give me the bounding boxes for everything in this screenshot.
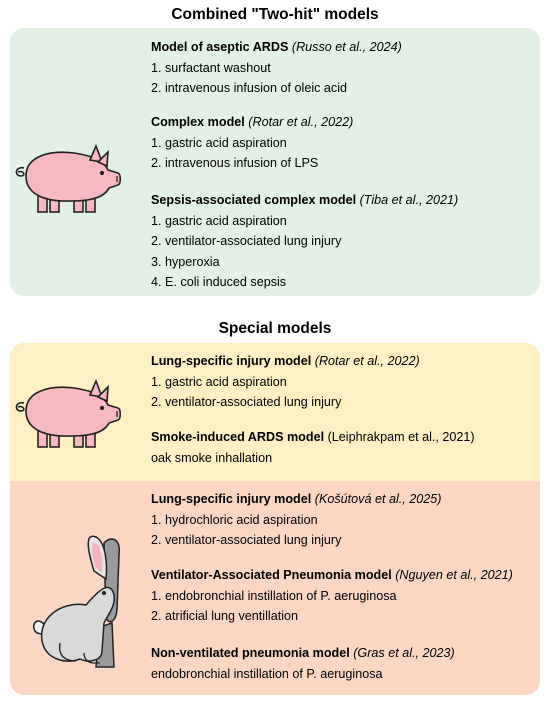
model-name: Non-ventilated pneumonia model xyxy=(151,646,350,660)
model-aseptic-ards: Model of aseptic ARDS (Russo et al., 202… xyxy=(151,37,402,99)
model-step: 3. hyperoxia xyxy=(151,254,220,269)
citation: (Gras et al., 2023) xyxy=(353,646,455,660)
model-name: Lung-specific injury model xyxy=(151,492,312,506)
model-step: 1. hydrochloric acid aspiration xyxy=(151,512,318,527)
special-models-title: Special models xyxy=(218,320,332,337)
model-step: 2. ventilator-associated lung injury xyxy=(151,533,342,547)
model-lung-specific-pig: Lung-specific injury model (Rotar et al.… xyxy=(151,351,420,413)
model-step: 2. intravenous infusion of oleic acid xyxy=(151,81,348,95)
model-name: Smoke-induced ARDS model xyxy=(151,430,325,444)
rabbit-icon xyxy=(32,535,121,668)
model-ventilator-associated-pneumonia: Ventilator-Associated Pneumonia model (N… xyxy=(151,565,513,627)
model-step: oak smoke inhallation xyxy=(151,450,273,465)
combined-models-panel: Model of aseptic ARDS (Russo et al., 202… xyxy=(10,28,540,296)
model-step: 1. endobronchial instillation of P. aeru… xyxy=(151,588,397,603)
citation: (Leiphrakpam et al., 2021) xyxy=(327,430,475,444)
citation: (Košútová et al., 2025) xyxy=(314,492,442,506)
pig-icon xyxy=(15,143,122,213)
model-step: endobronchial instillation of P. aerugin… xyxy=(151,666,383,681)
model-step: 4. E. coli induced sepsis xyxy=(151,275,287,289)
model-step: 2. intravenous infusion of LPS xyxy=(151,156,319,170)
model-non-ventilated-pneumonia: Non-ventilated pneumonia model (Gras et … xyxy=(151,643,455,684)
special-models-panel: Lung-specific injury model (Rotar et al.… xyxy=(10,343,540,695)
model-smoke-induced: Smoke-induced ARDS model (Leiphrakpam et… xyxy=(151,427,475,468)
model-step: 1. gastric acid aspiration xyxy=(151,213,287,228)
model-name: Model of aseptic ARDS xyxy=(151,40,289,54)
model-name: Ventilator-Associated Pneumonia model xyxy=(151,568,392,582)
model-step: 2. atrificial lung ventillation xyxy=(151,609,299,623)
combined-models-title: Combined "Two-hit" models xyxy=(171,6,379,23)
model-name: Sepsis-associated complex model xyxy=(151,193,357,207)
citation: (Rotar et al., 2022) xyxy=(314,354,420,368)
model-step: 1. gastric acid aspiration xyxy=(151,135,287,150)
model-step: 1. gastric acid aspiration xyxy=(151,374,287,389)
citation: (Rotar et al., 2022) xyxy=(248,115,354,129)
citation: (Nguyen et al., 2021) xyxy=(395,568,513,582)
rabbit-models-panel: Lung-specific injury model (Košútová et … xyxy=(10,481,540,695)
model-sepsis-associated: Sepsis-associated complex model (Tiba et… xyxy=(151,190,458,293)
model-name: Lung-specific injury model xyxy=(151,354,312,368)
model-step: 2. ventilator-associated lung injury xyxy=(151,395,342,409)
pig-models-panel: Lung-specific injury model (Rotar et al.… xyxy=(10,343,540,481)
model-lung-specific-rabbit: Lung-specific injury model (Košútová et … xyxy=(151,489,441,551)
pig-icon xyxy=(15,378,122,448)
model-name: Complex model xyxy=(151,115,245,129)
model-step: 2. ventilator-associated lung injury xyxy=(151,234,342,248)
citation: (Tiba et al., 2021) xyxy=(359,193,459,207)
citation: (Russo et al., 2024) xyxy=(291,40,402,54)
model-step: 1. surfactant washout xyxy=(151,60,271,75)
model-complex: Complex model (Rotar et al., 2022) 1. ga… xyxy=(151,112,353,174)
